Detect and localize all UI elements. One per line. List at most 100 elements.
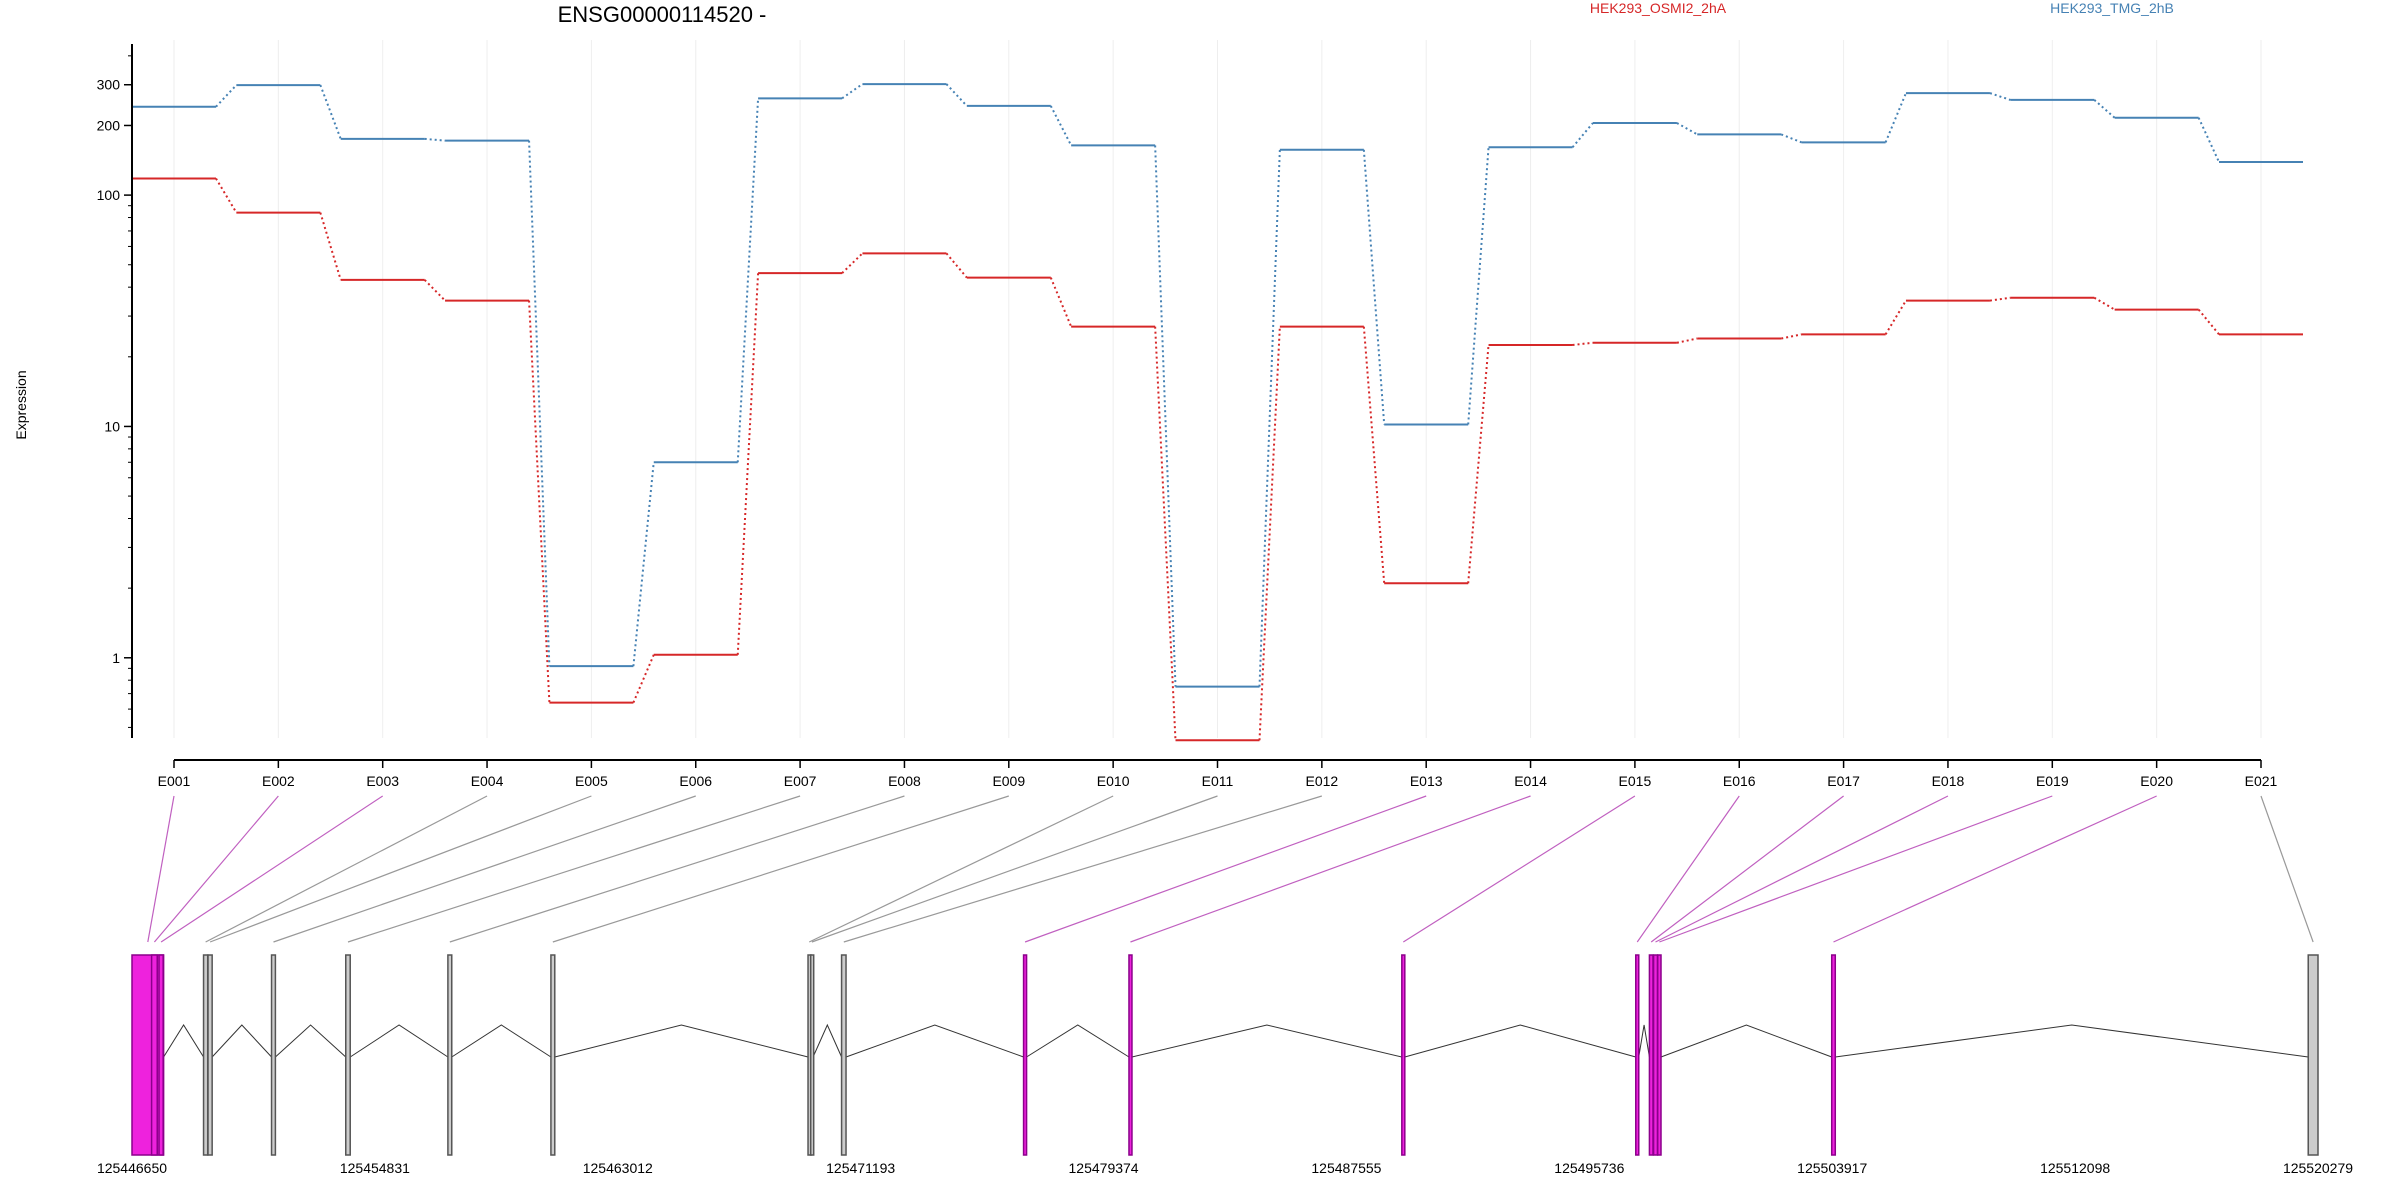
exon-connector [153, 795, 279, 943]
genomic-tick-label: 125495736 [1554, 1160, 1624, 1176]
intron-line [275, 1024, 347, 1058]
genomic-tick-label: 125503917 [1797, 1160, 1867, 1176]
x-tick-label: E014 [1514, 773, 1547, 789]
chart-title: ENSG00000114520 - [558, 2, 767, 27]
x-tick-label: E013 [1410, 773, 1443, 789]
series-transition [1572, 341, 1594, 346]
grid-lines [173, 40, 2262, 738]
x-tick-label: E005 [575, 773, 608, 789]
series-transition [1884, 300, 1907, 335]
intron-line [1026, 1024, 1130, 1058]
genomic-tick-label: 125446650 [97, 1160, 167, 1176]
intron-line [1835, 1024, 2309, 1058]
series-1 [132, 177, 2303, 742]
series-transition [1780, 133, 1802, 144]
series-transition [1154, 145, 1177, 687]
genomic-tick-label: 125520279 [2283, 1160, 2353, 1176]
series-transition [1467, 344, 1490, 584]
intron-line [1660, 1024, 1832, 1058]
y-tick-label: 300 [97, 77, 121, 93]
exon-connector [147, 795, 175, 943]
x-tick-label: E006 [679, 773, 712, 789]
series-transition [1989, 92, 2011, 101]
series-transition [424, 137, 446, 142]
exon-connector [1130, 795, 1531, 943]
exon-block [1401, 954, 1406, 1156]
intron-line [1404, 1024, 1636, 1058]
intron-line [349, 1024, 449, 1058]
exon-block [447, 954, 453, 1156]
exon-block [1830, 954, 1837, 1156]
intron-line [211, 1024, 272, 1058]
series-transition [1884, 92, 1907, 143]
series-transition [215, 177, 238, 214]
y-tick-label: 10 [104, 418, 120, 434]
exon-connector [273, 795, 696, 943]
exon-connector [205, 795, 488, 943]
x-tick-label: E003 [366, 773, 399, 789]
series-transition [1781, 333, 1802, 340]
exon-connector [2260, 795, 2314, 943]
x-tick-label: E016 [1723, 773, 1756, 789]
exon-block [1128, 954, 1133, 1156]
exon-block [1652, 954, 1659, 1156]
exon-block [2307, 954, 2319, 1156]
exon-connector [160, 795, 384, 943]
exon-block [345, 954, 351, 1156]
exon-block [1022, 954, 1028, 1156]
series-transition [1467, 147, 1490, 425]
exon-block [270, 954, 277, 1156]
x-tick-label: E008 [888, 773, 921, 789]
genomic-tick-label: 125454831 [340, 1160, 410, 1176]
exon-connector [1833, 795, 2157, 943]
series-transition [1049, 105, 1073, 146]
series-transition [319, 212, 342, 281]
series-transition [1676, 337, 1698, 344]
x-tick-label: E004 [471, 773, 504, 789]
series-transition [736, 98, 760, 463]
x-tick-label: E018 [1932, 773, 1965, 789]
series-transition [1571, 122, 1594, 148]
exon-block [1635, 954, 1640, 1156]
x-tick-label: E001 [158, 773, 191, 789]
intron-line [163, 1024, 204, 1058]
series-transition [1676, 122, 1698, 136]
x-tick-label: E019 [2036, 773, 2069, 789]
x-tick-label: E009 [992, 773, 1025, 789]
x-tick-label: E017 [1827, 773, 1860, 789]
exon-connector [1636, 795, 1740, 943]
series-transition [1154, 326, 1177, 741]
intron-line [1131, 1024, 1402, 1058]
intron-line [812, 1023, 843, 1058]
series-transition [1362, 149, 1386, 425]
exon-block [1648, 954, 1654, 1156]
series-transition [319, 84, 342, 140]
exon-connectors [147, 795, 2314, 943]
series-transition [1258, 326, 1281, 741]
legend-series-2: HEK293_TMG_2hB [2050, 0, 2174, 16]
genomic-tick-label: 125463012 [583, 1160, 653, 1176]
exon-block [207, 954, 213, 1156]
x-tick-label: E010 [1097, 773, 1130, 789]
y-tick-label: 200 [97, 117, 121, 133]
intron-line [845, 1024, 1024, 1058]
y-tick-label: 1 [112, 650, 120, 666]
exon-connector [1024, 795, 1427, 943]
series-transition [1362, 326, 1386, 584]
x-tick-label: E007 [784, 773, 817, 789]
series-transition [2197, 308, 2220, 336]
exon-connector [209, 795, 592, 943]
exon-block [809, 954, 815, 1156]
x-tick-label: E021 [2245, 773, 2278, 789]
series-transition [2197, 117, 2220, 163]
y-axis-label: Expression [13, 370, 29, 439]
intron-line [1638, 1024, 1650, 1058]
x-tick-label: E012 [1305, 773, 1338, 789]
gene-model: 125446650 125454831 125463012 125471193 1254… [97, 954, 2353, 1176]
series-transition [2093, 296, 2116, 311]
exon-block [1656, 954, 1662, 1156]
series-transition [841, 83, 864, 100]
exon-block [150, 954, 158, 1156]
exon-block [550, 954, 556, 1156]
